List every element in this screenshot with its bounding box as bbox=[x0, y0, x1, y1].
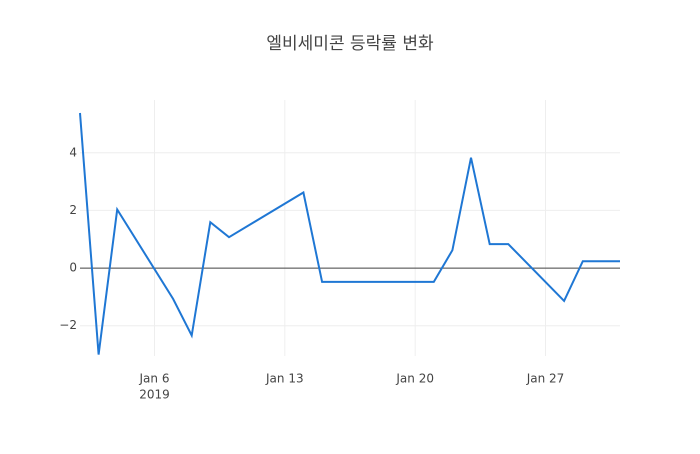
x-tick-label: Jan 27 bbox=[526, 372, 565, 386]
x-tick-label: Jan 20 bbox=[395, 372, 434, 386]
x-tick-label: Jan 6 bbox=[139, 372, 170, 386]
x-year-label: 2019 bbox=[139, 388, 170, 402]
y-tick-label: 4 bbox=[69, 145, 77, 159]
x-tick-label: Jan 13 bbox=[265, 372, 304, 386]
line bbox=[79, 112, 620, 355]
chart-title: 엘비세미콘 등락률 변화 bbox=[266, 34, 434, 54]
y-tick-label: −2 bbox=[59, 318, 77, 332]
y-tick-label: 0 bbox=[69, 261, 77, 275]
y-tick-label: 2 bbox=[69, 203, 77, 217]
